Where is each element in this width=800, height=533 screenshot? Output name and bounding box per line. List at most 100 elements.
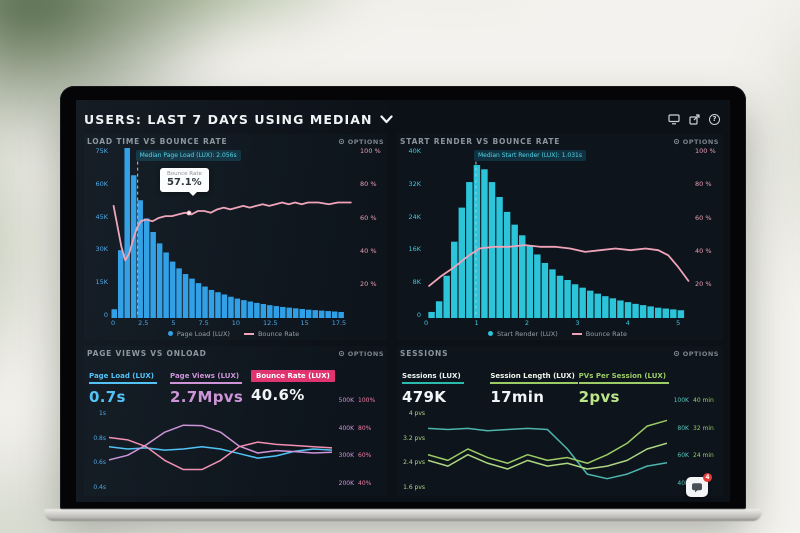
axis-label: 8K bbox=[412, 278, 422, 287]
axis-label: 5 bbox=[676, 319, 681, 328]
axis-label: 200K 40% bbox=[338, 479, 372, 487]
panel-main: Page Load (LUX) 0.7s Page Views (LUX) 2.… bbox=[87, 360, 335, 495]
axis-label: 1s bbox=[99, 410, 106, 418]
metric-label[interactable]: Sessions (LUX) bbox=[402, 370, 464, 385]
legend-line-icon bbox=[243, 332, 254, 335]
metric-label[interactable]: Session Length (LUX) bbox=[490, 370, 578, 385]
x-axis: 0 1 2 3 4 5 bbox=[424, 318, 691, 328]
metric-label[interactable]: Page Views (LUX) bbox=[170, 370, 243, 385]
panel-body: Page Load (LUX) 0.7s Page Views (LUX) 2.… bbox=[87, 360, 384, 495]
metric-value: 2.7Mpvs bbox=[170, 388, 244, 407]
axis-label: 20 % bbox=[695, 280, 712, 289]
axis-label: 40K bbox=[677, 479, 689, 487]
axis-label: 0.6s bbox=[93, 459, 106, 467]
axis-label: 100 % bbox=[360, 147, 381, 155]
axis-label: 7.5 bbox=[198, 319, 209, 328]
line-marker-dot bbox=[186, 210, 192, 216]
metrics-row: Sessions (LUX) 479K Session Length (LUX)… bbox=[400, 360, 670, 407]
metric-value: 479K bbox=[402, 388, 447, 407]
metric-label[interactable]: Page Load (LUX) bbox=[89, 370, 157, 385]
axis-label: 30K bbox=[95, 245, 108, 254]
axis-label: 40 % bbox=[360, 246, 377, 255]
y-axis-left: 75K 60K 45K 30K 15K 0 bbox=[87, 148, 111, 339]
y-axis-left: 1s 0.8s 0.6s 0.4s bbox=[87, 409, 109, 495]
metric-label[interactable]: PVs Per Session (LUX) bbox=[578, 370, 670, 385]
axis-label: 0 bbox=[416, 310, 422, 319]
options-label: OPTIONS bbox=[347, 349, 385, 358]
panel-title: LOAD TIME VS BOUNCE RATE bbox=[87, 137, 228, 146]
page-title: USERS: LAST 7 DAYS USING MEDIAN bbox=[84, 112, 393, 127]
dashboard: USERS: LAST 7 DAYS USING MEDIAN ? bbox=[76, 100, 730, 502]
axis-label: 0 bbox=[111, 319, 116, 328]
metric-pvs-per-session: PVs Per Session (LUX) 2pvs bbox=[578, 363, 670, 406]
metric-page-views: Page Views (LUX) 2.7Mpvs bbox=[170, 363, 251, 406]
chat-bubble-icon bbox=[692, 482, 702, 492]
axis-label: 300K 60% bbox=[338, 452, 372, 460]
options-button[interactable]: OPTIONS bbox=[673, 138, 719, 146]
display-icon[interactable] bbox=[668, 113, 680, 125]
legend-item[interactable]: Bounce Rate bbox=[571, 330, 627, 338]
chart-body: 75K 60K 45K 30K 15K 0 Median Page Load (LUX):… bbox=[87, 148, 384, 339]
axis-label: 0.4s bbox=[93, 483, 106, 491]
chart-body: 1s 0.8s 0.6s 0.4s bbox=[87, 409, 332, 495]
options-label: OPTIONS bbox=[682, 137, 719, 146]
chart-legend: Start Render (LUX) Bounce Rate bbox=[424, 328, 691, 339]
axis-label: 400K 80% bbox=[338, 424, 372, 432]
axis-label: 4 bbox=[625, 319, 630, 328]
share-icon[interactable] bbox=[689, 113, 700, 125]
panel-body: Sessions (LUX) 479K Session Length (LUX)… bbox=[400, 360, 719, 495]
legend-item[interactable]: Page Load (LUX) bbox=[167, 330, 230, 338]
gear-icon bbox=[338, 351, 344, 357]
gear-icon bbox=[673, 138, 679, 145]
metric-page-load: Page Load (LUX) 0.7s bbox=[89, 363, 170, 406]
axis-label: 40 % bbox=[695, 246, 712, 255]
options-button[interactable]: OPTIONS bbox=[338, 350, 384, 358]
help-icon[interactable]: ? bbox=[709, 113, 720, 125]
axis-label: 2 bbox=[524, 319, 530, 328]
panel-header: LOAD TIME VS BOUNCE RATE OPTIONS bbox=[87, 135, 384, 148]
metrics-row: Page Load (LUX) 0.7s Page Views (LUX) 2.… bbox=[87, 360, 335, 406]
options-label: OPTIONS bbox=[682, 349, 719, 358]
x-axis: 0 2.5 5 7.5 10 12.5 15 17.5 bbox=[111, 318, 356, 328]
axis-label: 5 bbox=[171, 319, 176, 328]
options-button[interactable]: OPTIONS bbox=[338, 138, 384, 146]
axis-label: 80K 32 min bbox=[677, 424, 714, 432]
axis-label: 60K 24 min bbox=[677, 452, 714, 460]
y-axis-right: 100K 40 min 80K 32 min 60K 24 min 40K bbox=[667, 360, 719, 495]
axis-label: 32K bbox=[408, 179, 422, 188]
tooltip-label: Bounce Rate bbox=[167, 171, 202, 178]
metric-value: 0.7s bbox=[89, 388, 126, 407]
axis-label: 12.5 bbox=[263, 319, 278, 328]
legend-item[interactable]: Bounce Rate bbox=[243, 329, 300, 338]
chat-widget-button[interactable]: 4 bbox=[686, 473, 712, 497]
y-axis-left: 40K 32K 24K 16K 8K 0 bbox=[400, 148, 424, 339]
panel-title: SESSIONS bbox=[400, 349, 449, 359]
page-title-text: USERS: LAST 7 DAYS USING MEDIAN bbox=[84, 111, 373, 127]
legend-label: Bounce Rate bbox=[257, 329, 300, 338]
axis-label: 24K bbox=[408, 212, 422, 221]
legend-label: Start Render (LUX) bbox=[497, 329, 558, 338]
laptop-base bbox=[44, 509, 762, 521]
axis-label: 45K bbox=[95, 212, 108, 221]
axis-label: 80 % bbox=[695, 180, 712, 189]
legend-item[interactable]: Start Render (LUX) bbox=[488, 330, 558, 338]
chevron-down-icon[interactable] bbox=[380, 114, 393, 124]
axis-label: 16K bbox=[408, 245, 422, 254]
metric-session-length: Session Length (LUX) 17min bbox=[490, 363, 578, 406]
axis-label: 0 bbox=[103, 310, 108, 319]
axis-label: 80 % bbox=[360, 180, 377, 189]
start-render-chart[interactable]: Median Start Render (LUX): 1.031s bbox=[424, 148, 691, 319]
axis-label: 3 bbox=[575, 319, 580, 328]
axis-label: 1 bbox=[474, 319, 479, 328]
metric-label[interactable]: Bounce Rate (LUX) bbox=[251, 370, 335, 383]
load-time-chart[interactable]: Median Page Load (LUX): 2.056s Bounce Ra… bbox=[111, 148, 356, 319]
panel-header: PAGE VIEWS VS ONLOAD OPTIONS bbox=[87, 347, 384, 360]
axis-label: 1.6 pvs bbox=[403, 483, 426, 491]
tooltip-value: 57.1% bbox=[167, 177, 202, 189]
panel-title: START RENDER VS BOUNCE RATE bbox=[400, 137, 561, 146]
sessions-chart[interactable] bbox=[428, 409, 667, 495]
page-views-chart[interactable] bbox=[109, 409, 332, 495]
axis-label: 15 bbox=[300, 319, 309, 328]
options-button[interactable]: OPTIONS bbox=[673, 350, 719, 358]
